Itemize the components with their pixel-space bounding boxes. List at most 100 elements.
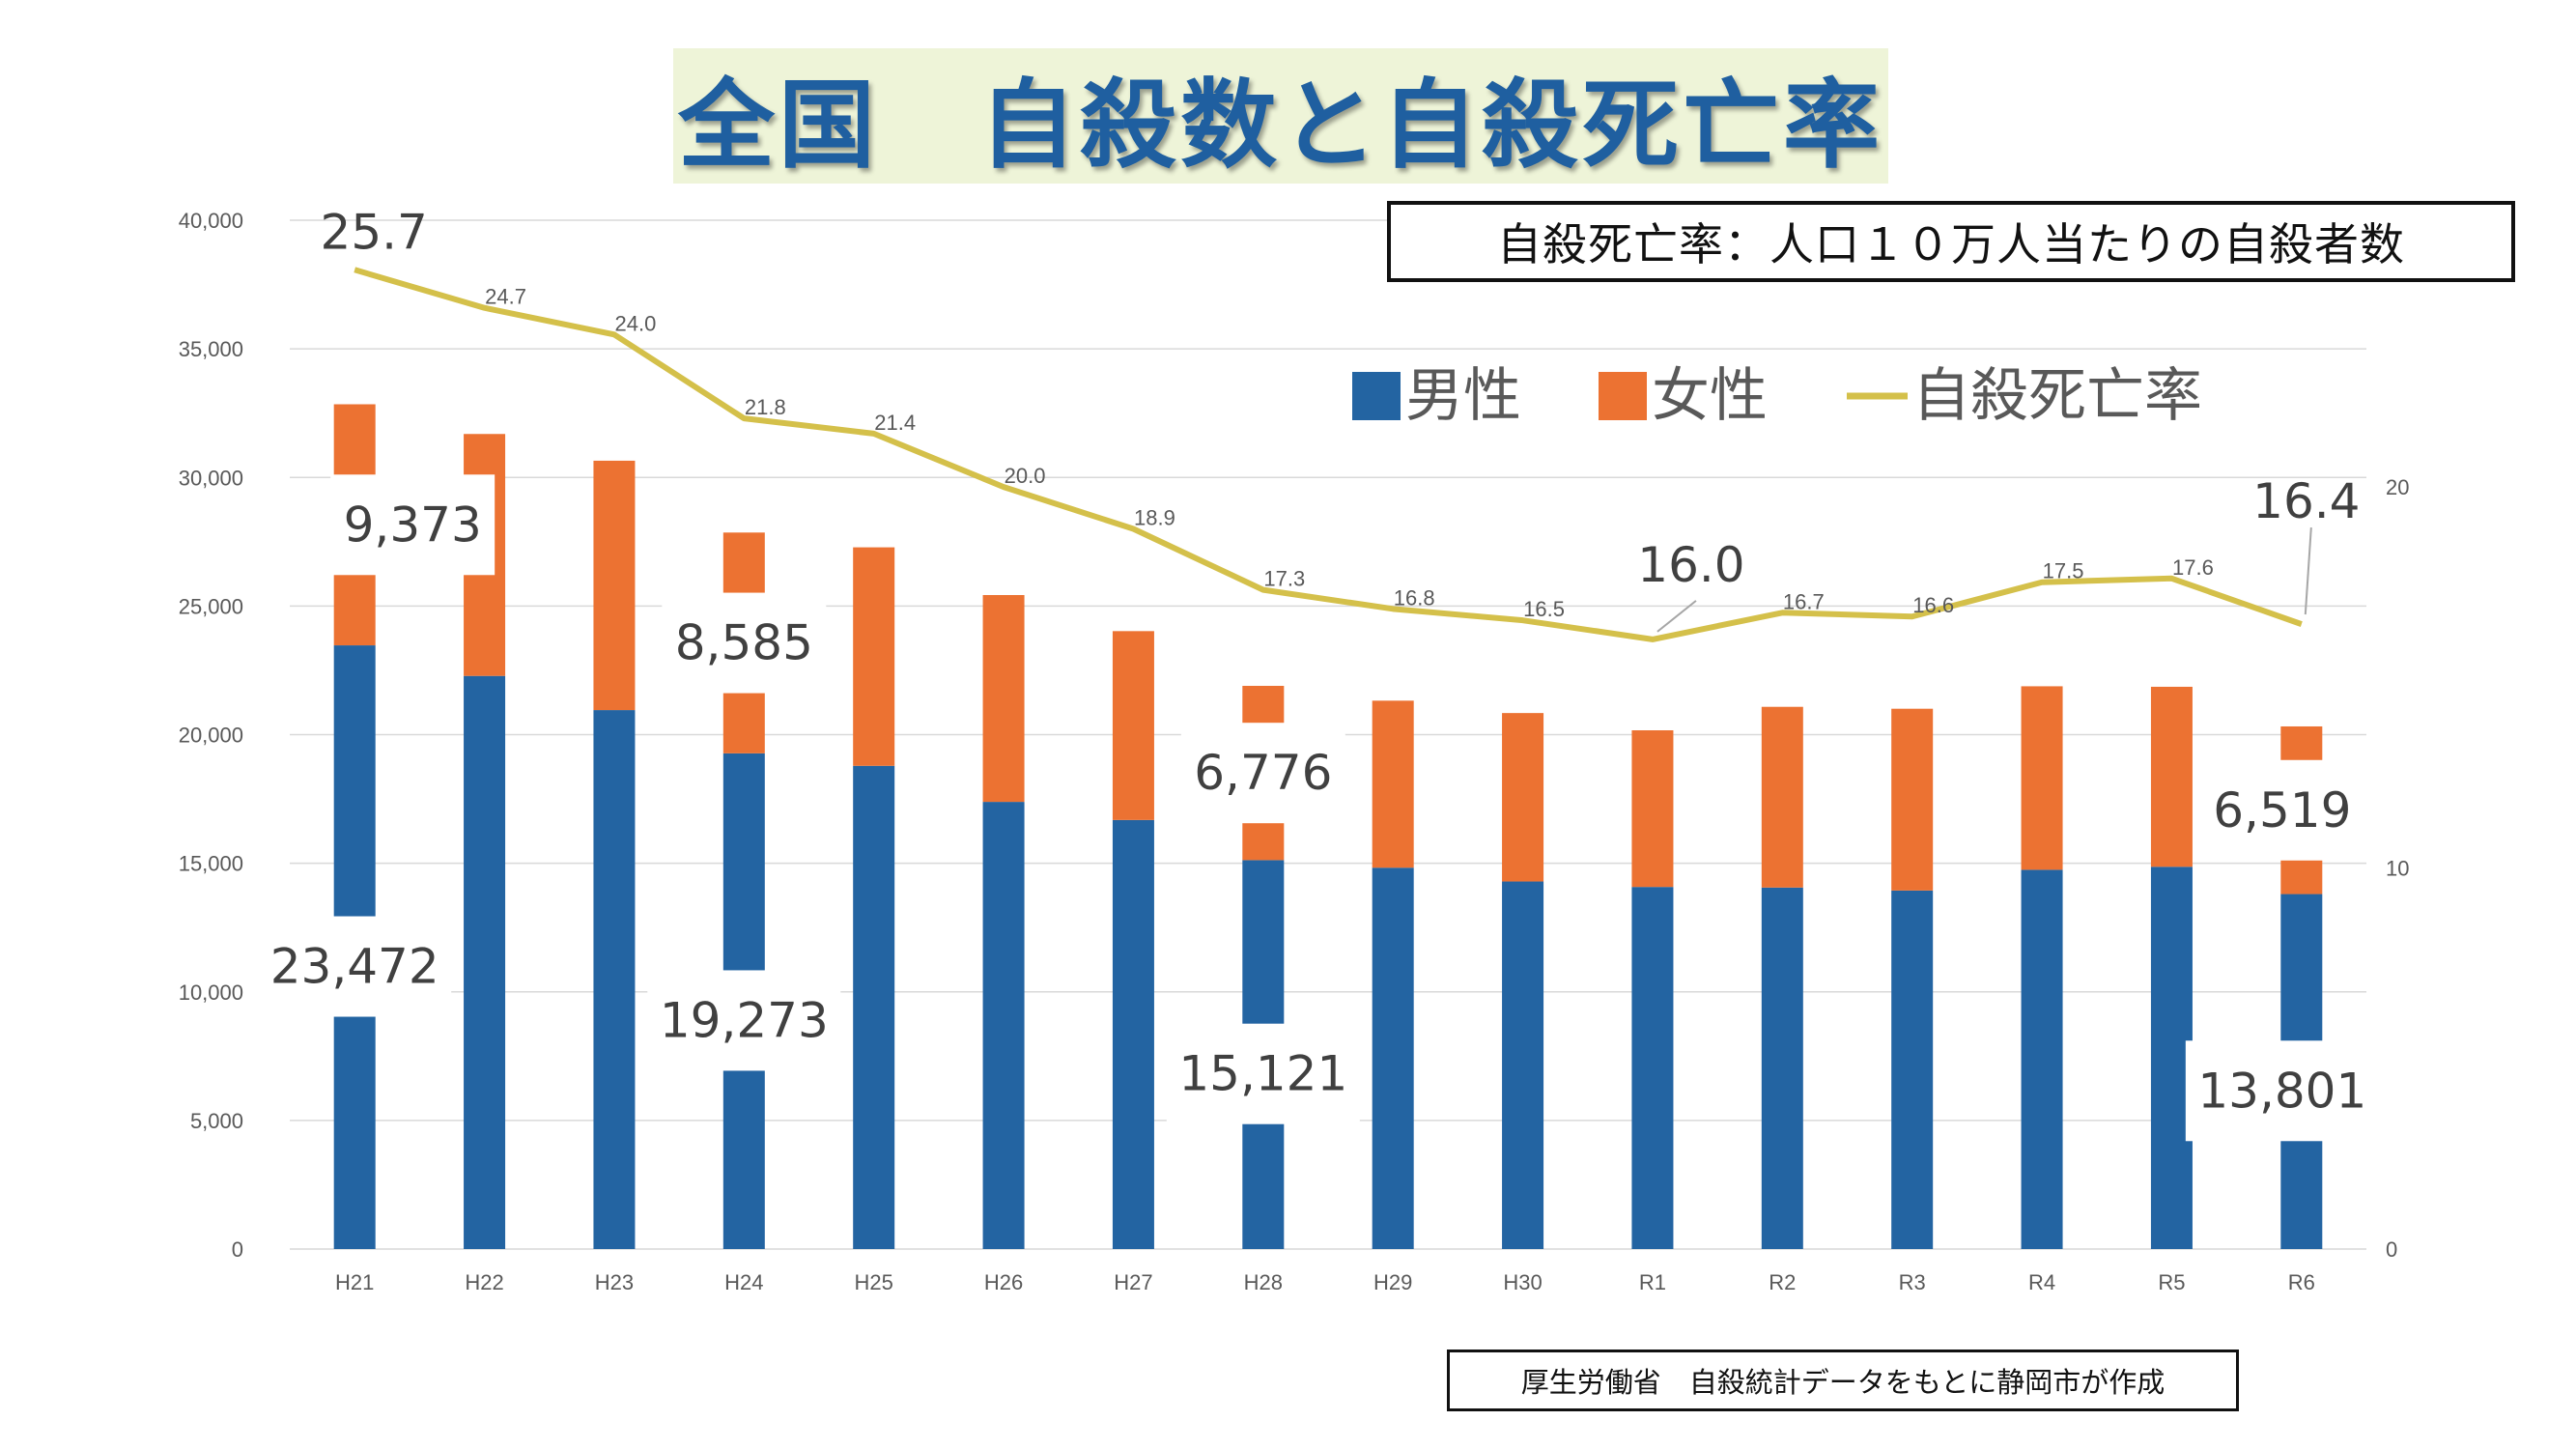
left-tick-label: 35,000 [179, 337, 243, 361]
male-value-label: 23,472 [270, 939, 439, 995]
bar-male [982, 802, 1025, 1249]
source-box: 厚生労働省 自殺統計データをもとに静岡市が作成 [1447, 1350, 2239, 1411]
right-tick-label: 0 [2386, 1237, 2397, 1262]
value-label-bg [647, 970, 841, 1071]
bar-female [982, 595, 1025, 803]
value-label-bg [258, 916, 452, 1017]
category-label: H29 [1373, 1270, 1412, 1294]
category-label: H24 [724, 1270, 763, 1294]
rate-label: 24.0 [615, 311, 657, 335]
rate-label: 24.7 [485, 285, 526, 309]
bar-female [1631, 730, 1674, 888]
legend: 男性 女性 自殺死亡率 [1352, 362, 2202, 430]
bar-male [2150, 867, 2193, 1249]
value-label-bg [2199, 759, 2364, 861]
rate-line [354, 267, 2303, 642]
left-tick-label: 0 [232, 1237, 243, 1262]
bar-female [1112, 631, 1154, 820]
category-label: H28 [1244, 1270, 1283, 1294]
rate-label: 16.4 [2252, 473, 2360, 529]
right-tick-label: 10 [2386, 857, 2409, 881]
bar-male [464, 675, 506, 1249]
rate-label: 16.7 [1783, 589, 1825, 613]
bar-female [1372, 700, 1414, 868]
category-label: R1 [1639, 1270, 1666, 1294]
rate-label: 21.4 [874, 411, 916, 435]
right-tick-label: 20 [2386, 475, 2409, 499]
category-label: H30 [1503, 1270, 1542, 1294]
value-label-bg [1180, 723, 1345, 824]
bar-male [1502, 881, 1544, 1249]
left-tick-label: 20,000 [179, 724, 243, 748]
bar-female [593, 460, 636, 711]
rate-label: 16.5 [1523, 597, 1565, 621]
definition-text: 自殺死亡率：人口１０万人当たりの自殺者数 [1497, 218, 2405, 270]
left-axis-ticks: 0 5,000 10,000 15,000 20,000 25,000 30,000 35,0… [179, 209, 243, 1262]
value-label-bg [2185, 1040, 2379, 1142]
leader-line [1656, 600, 1697, 633]
rate-label: 16.8 [1394, 585, 1435, 610]
category-label: H25 [855, 1270, 893, 1294]
data-labels: 25.7 24.7 24.0 21.8 21.4 20.0 18.9 17.3 16.8 16.5… [258, 204, 2379, 1142]
page-title: 全国 自殺数と自殺死亡率 [678, 68, 1883, 182]
legend-swatch-female [1599, 372, 1647, 420]
male-value-label: 19,273 [660, 992, 829, 1048]
bar-male [593, 710, 636, 1249]
value-label-bg [330, 474, 495, 576]
left-tick-label: 30,000 [179, 466, 243, 490]
rate-label: 16.0 [1637, 537, 1744, 593]
bar-male [853, 765, 895, 1249]
rate-label: 17.6 [2172, 555, 2214, 580]
rate-label: 17.3 [1263, 567, 1305, 591]
male-value-label: 15,121 [1178, 1046, 1347, 1102]
female-value-label: 9,373 [344, 497, 482, 553]
bar-female [1761, 706, 1803, 888]
left-tick-label: 25,000 [179, 594, 243, 618]
bar-female [1891, 708, 1934, 891]
rate-label: 25.7 [321, 204, 428, 260]
rate-label: 16.6 [1912, 593, 1954, 617]
bar-male [1112, 819, 1154, 1249]
definition-box: 自殺死亡率：人口１０万人当たりの自殺者数 [1387, 201, 2515, 282]
category-label: H27 [1114, 1270, 1152, 1294]
bar-male [1631, 887, 1674, 1249]
bar-female [2021, 686, 2063, 870]
bar-male [1761, 887, 1803, 1249]
female-value-label: 8,585 [675, 615, 813, 671]
category-label: H22 [465, 1270, 503, 1294]
category-label: R3 [1899, 1270, 1926, 1294]
category-label: R5 [2158, 1270, 2185, 1294]
left-tick-label: 40,000 [179, 209, 243, 233]
rate-line-path [354, 267, 2303, 642]
rate-label: 18.9 [1134, 506, 1175, 530]
male-value-label: 13,801 [2197, 1063, 2366, 1119]
category-labels: H21 H22 H23 H24 H25 H26 H27 H28 H29 H30 R1 R2 R3 R4 R5… [335, 1270, 2315, 1294]
category-label: R6 [2288, 1270, 2315, 1294]
source-text: 厚生労働省 自殺統計データをもとに静岡市が作成 [1520, 1366, 2166, 1399]
legend-label-rate: 自殺死亡率 [1912, 362, 2202, 430]
category-label: H26 [984, 1270, 1023, 1294]
category-label: H21 [335, 1270, 374, 1294]
category-label: R4 [2028, 1270, 2055, 1294]
left-tick-label: 5,000 [190, 1109, 243, 1133]
left-tick-label: 15,000 [179, 852, 243, 876]
value-label-bg [1166, 1023, 1360, 1124]
rate-label: 17.5 [2043, 559, 2084, 583]
left-tick-label: 10,000 [179, 980, 243, 1005]
legend-swatch-male [1352, 372, 1401, 420]
female-value-label: 6,776 [1194, 745, 1332, 801]
rate-label: 21.8 [745, 395, 786, 419]
legend-label-male: 男性 [1405, 362, 1521, 430]
bar-female [2150, 686, 2193, 867]
bar-male [2021, 869, 2063, 1249]
bar-female [1502, 713, 1544, 882]
title-banner: 全国 自殺数と自殺死亡率 [673, 48, 1888, 184]
female-value-label: 6,519 [2213, 782, 2351, 838]
right-axis-ticks: 0 10 20 [2386, 475, 2409, 1262]
bar-female [853, 547, 895, 766]
bar-male [1891, 890, 1934, 1249]
category-label: R2 [1769, 1270, 1796, 1294]
rate-label: 20.0 [1005, 464, 1046, 488]
category-label: H23 [595, 1270, 634, 1294]
